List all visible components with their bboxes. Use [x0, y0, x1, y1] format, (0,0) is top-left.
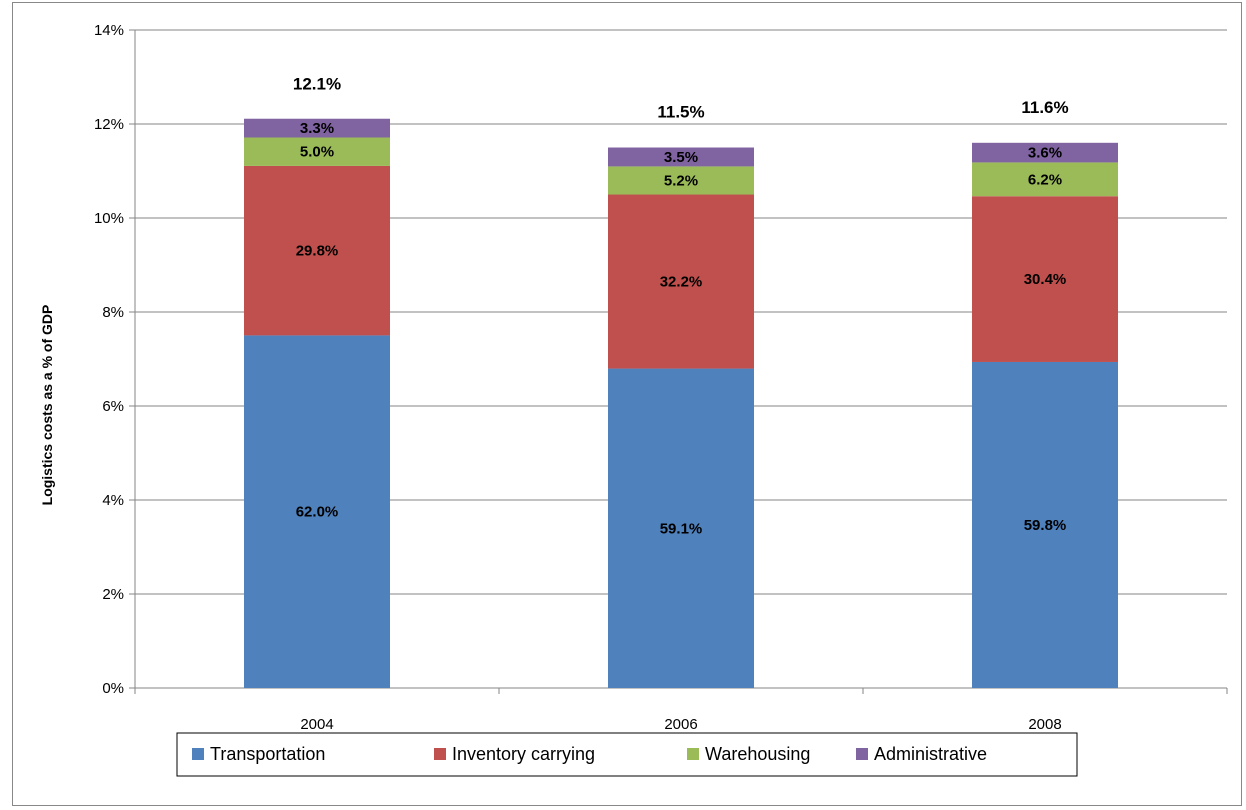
- total-label: 11.5%: [657, 103, 704, 122]
- legend-swatch: [687, 748, 699, 760]
- segment-label: 5.0%: [300, 144, 334, 161]
- bars: [244, 118, 1118, 688]
- x-tick-label: 2006: [664, 716, 697, 733]
- legend-swatch: [192, 748, 204, 760]
- y-axis-title: Logistics costs as a % of GDP: [39, 305, 55, 506]
- bar-segment: [608, 166, 754, 195]
- y-tick-label: 14%: [94, 22, 124, 39]
- bar-segment: [972, 162, 1118, 197]
- legend: Transportation Inventory carrying Warehous…: [176, 732, 1078, 777]
- bar-segment: [244, 335, 390, 688]
- y-tick-label: 2%: [102, 586, 124, 603]
- legend-label: Transportation: [210, 744, 325, 764]
- segment-label: 59.1%: [660, 520, 703, 537]
- segment-label: 5.2%: [664, 172, 698, 189]
- bar-segment: [972, 196, 1118, 362]
- y-tick-label: 8%: [102, 304, 124, 321]
- x-tick-label: 2004: [300, 716, 333, 733]
- legend-label: Administrative: [874, 744, 987, 764]
- segment-label: 3.6%: [1028, 145, 1062, 162]
- y-tick-label: 12%: [94, 116, 124, 133]
- y-tick-label: 4%: [102, 492, 124, 509]
- legend-swatch: [434, 748, 446, 760]
- bar-segment: [608, 368, 754, 688]
- segment-label: 30.4%: [1024, 271, 1067, 288]
- bar-segment: [244, 137, 390, 166]
- axes: 0% 2% 4% 6% 8% 10% 12% 14% 2004 2006 2008: [94, 22, 1228, 733]
- legend-label: Warehousing: [705, 744, 810, 764]
- segment-label: 59.8%: [1024, 517, 1067, 534]
- bar-segment: [608, 194, 754, 369]
- y-tick-label: 0%: [102, 680, 124, 697]
- segment-label: 3.3%: [300, 120, 334, 137]
- legend-swatch: [856, 748, 868, 760]
- bar-segment: [972, 142, 1118, 163]
- bar-segment: [972, 361, 1118, 688]
- total-label: 11.6%: [1021, 98, 1068, 117]
- segment-label: 62.0%: [296, 504, 339, 521]
- y-tick-label: 6%: [102, 398, 124, 415]
- segment-label: 32.2%: [660, 274, 703, 291]
- segment-label: 6.2%: [1028, 171, 1062, 188]
- segment-label: 3.5%: [664, 149, 698, 166]
- x-tick-label: 2008: [1028, 716, 1061, 733]
- bar-segment: [608, 147, 754, 167]
- legend-label: Inventory carrying: [452, 744, 595, 764]
- y-tick-label: 10%: [94, 210, 124, 227]
- bar-segment: [244, 165, 390, 336]
- segment-label: 29.8%: [296, 243, 339, 260]
- total-label: 12.1%: [293, 74, 341, 93]
- data-labels: 62.0% 29.8% 5.0% 3.3% 12.1% 59.1% 32.2% 5.2% 3.5…: [293, 74, 1069, 537]
- bar-segment: [244, 118, 390, 138]
- legend-box: [176, 732, 1078, 777]
